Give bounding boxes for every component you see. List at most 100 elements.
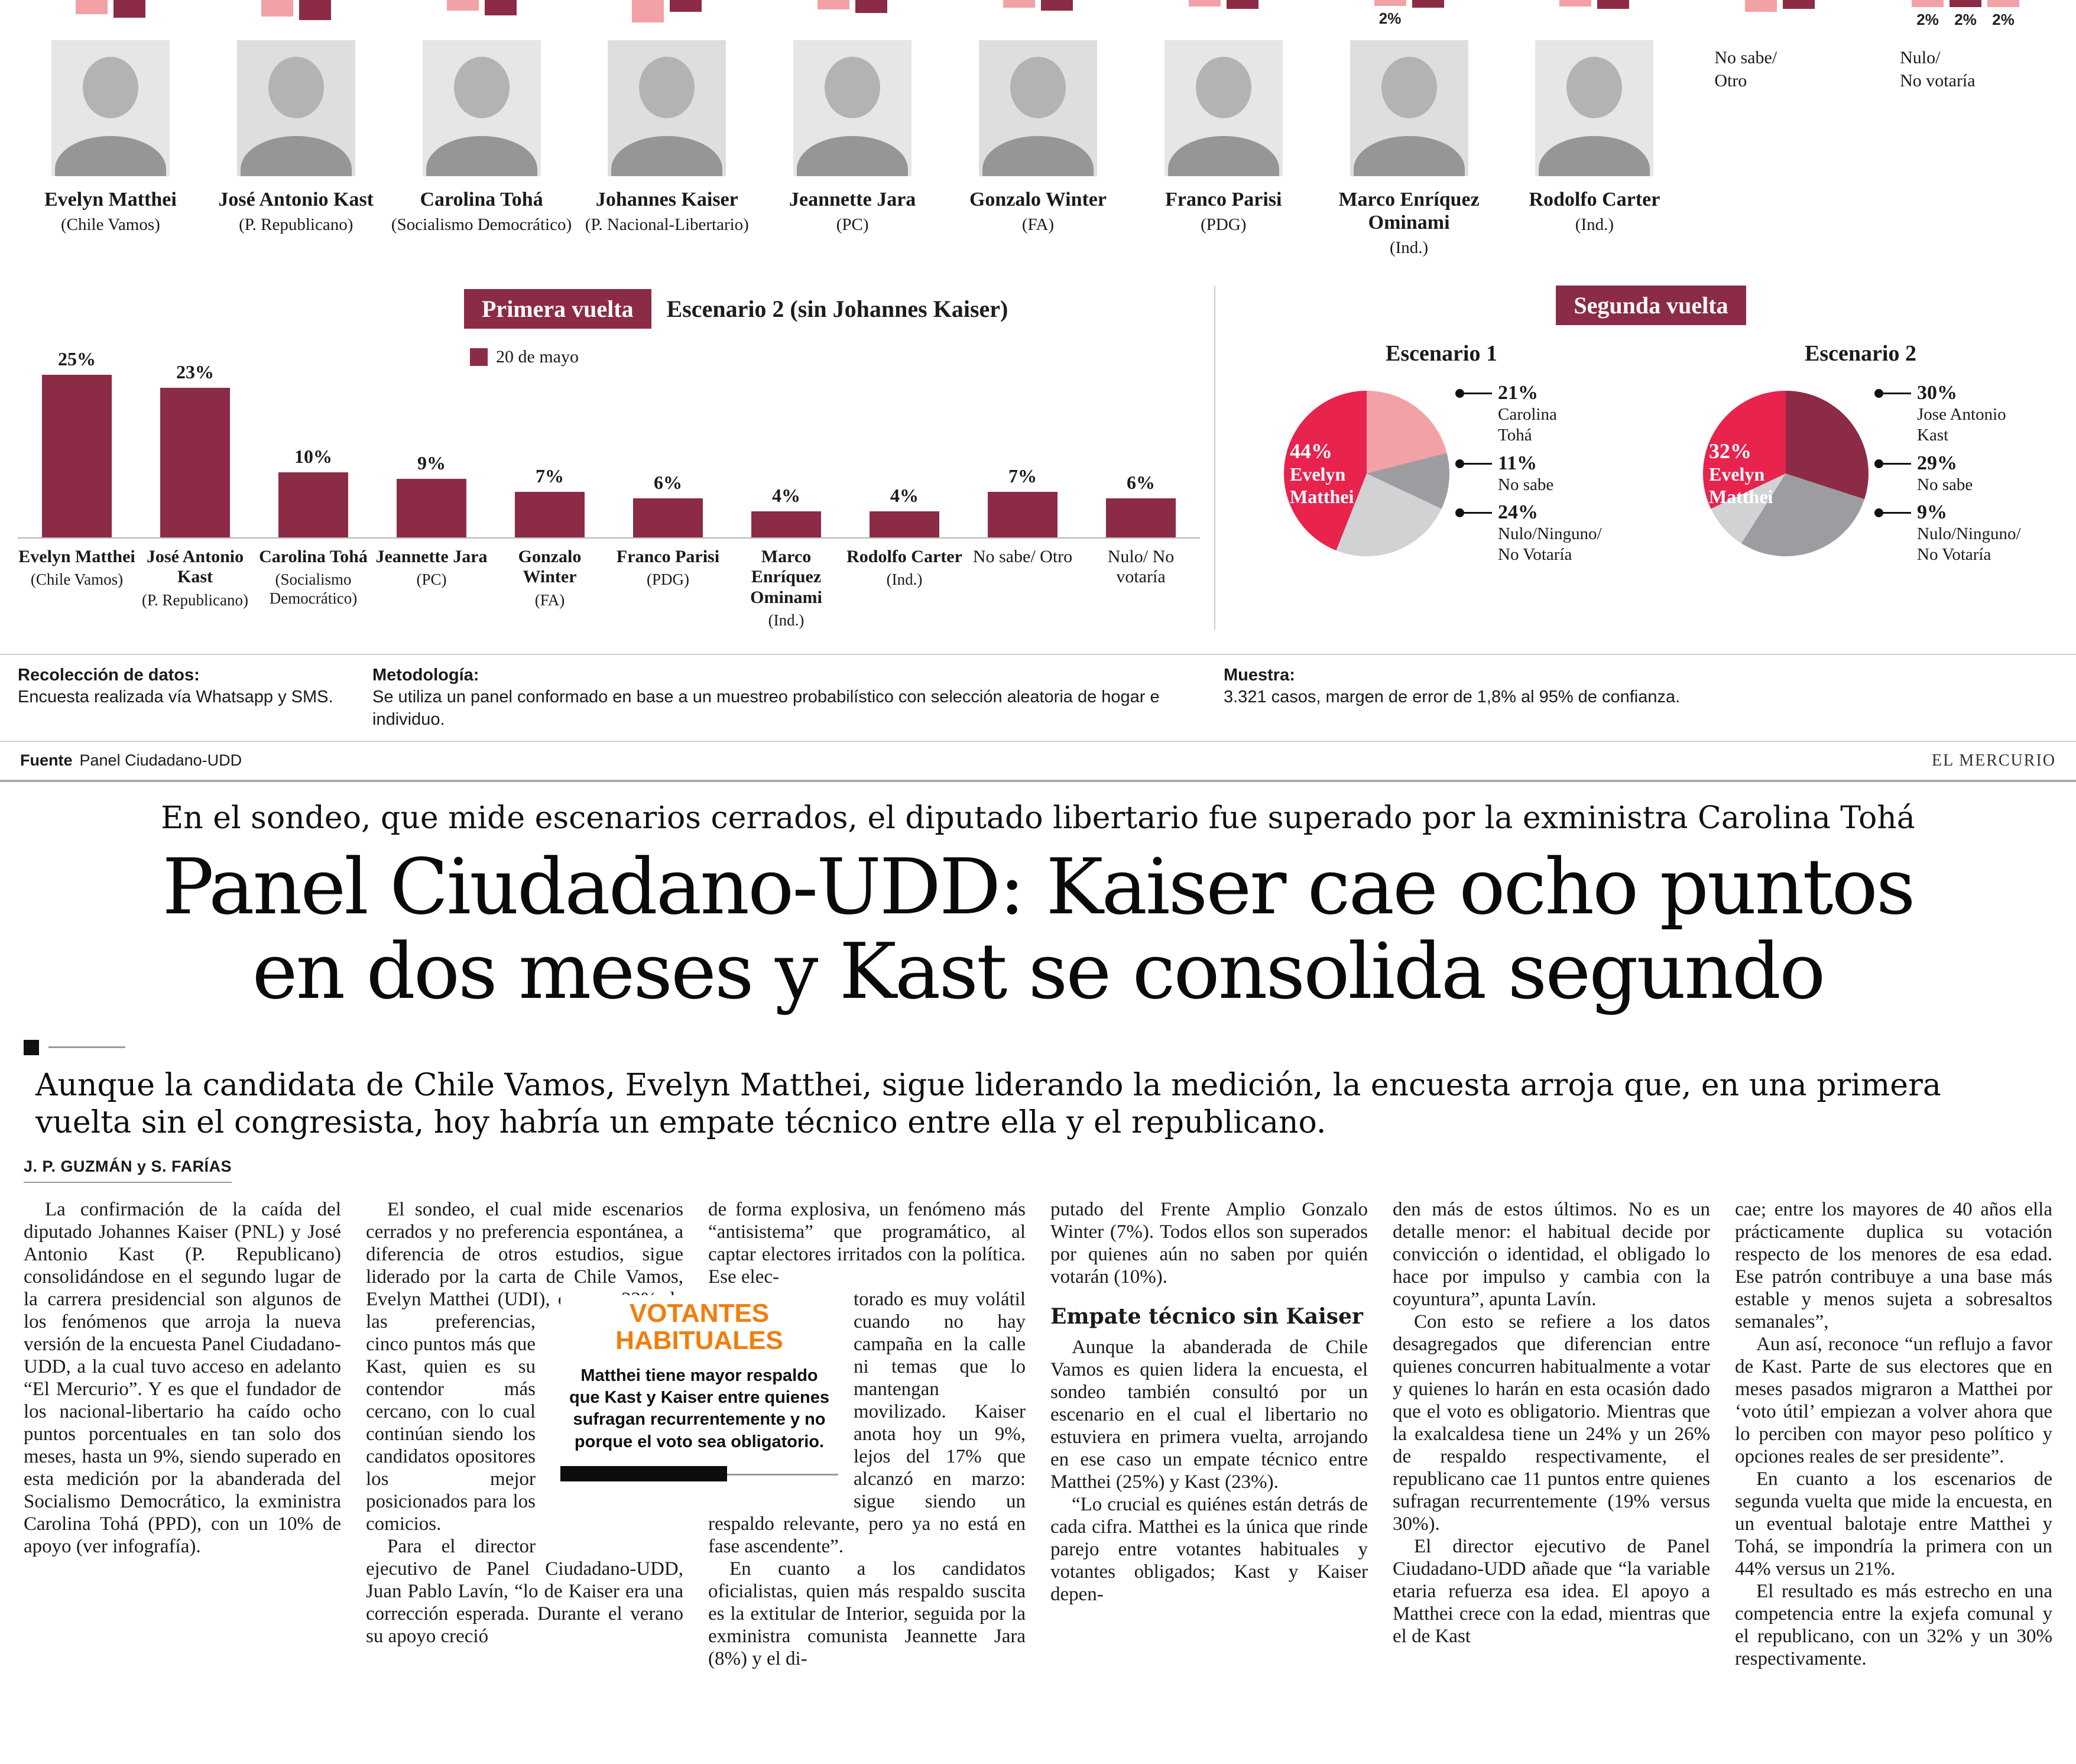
source-row: Fuente Panel Ciudadano-UDD EL MERCURIO <box>0 742 2076 780</box>
cutoff-bar-group <box>945 0 1131 38</box>
callout-dot <box>1874 459 1883 468</box>
cutoff-bar-wrap <box>818 0 850 9</box>
bar-column: 4% <box>845 485 964 537</box>
candidate-column: Franco Parisi (PDG) <box>1131 40 1316 258</box>
square-bullet-icon <box>24 1039 39 1055</box>
callout-dot <box>1455 508 1464 518</box>
bar-category-label: Carolina Tohá (Socialismo Democrático) <box>254 539 372 630</box>
cutoff-bar-value: 2% <box>1916 11 1939 28</box>
cutoff-bar <box>1188 0 1221 7</box>
bar-chart-bars: 25% 23% 10% 9% 7% 6% 4% 4% 7% 6% <box>18 336 1200 539</box>
methodology-text: Se utiliza un panel conformado en base a… <box>372 688 1160 729</box>
photo-head-shape <box>1381 57 1437 118</box>
callout-label: No Votaría <box>1498 545 1572 565</box>
cutoff-bar <box>446 0 479 11</box>
bar-category-label: Rodolfo Carter (Ind.) <box>845 539 964 630</box>
callout-leader-line <box>1455 508 1492 565</box>
column-label: No sabe/Otro <box>1714 48 1777 90</box>
bar-column: 4% <box>727 485 845 537</box>
cutoff-bar-wrap: 2% <box>1950 0 1982 29</box>
callout-dot <box>1874 508 1883 518</box>
article-columns: La confirmación de la caída del diputado… <box>24 1198 2052 1670</box>
callout-leader-line <box>1874 388 1911 446</box>
bar-chart-header: Primera vuelta Escenario 2 (sin Johannes… <box>464 288 1008 329</box>
bar-value-label: 4% <box>890 484 919 506</box>
bar-category-party: (Ind.) <box>886 570 923 589</box>
bar-category-name: Evelyn Matthei <box>18 546 135 566</box>
bar-value-label: 6% <box>654 471 682 493</box>
bar-category-label: Jeannette Jara (PC) <box>372 539 491 630</box>
photo-shoulders-shape <box>240 136 352 176</box>
sample-block: Muestra: 3.321 casos, margen de error de… <box>1224 664 2058 731</box>
bar-value-label: 7% <box>536 465 564 487</box>
paragraph: Aunque la abanderada de Chile Vamos es q… <box>1050 1337 1368 1493</box>
bar-category-party: (FA) <box>534 591 565 609</box>
bar-value-label: 6% <box>1127 471 1155 493</box>
candidate-party: (Chile Vamos) <box>61 215 160 235</box>
cutoff-bar <box>1559 0 1592 7</box>
cutoff-bar-wrap <box>1226 0 1258 9</box>
cutoff-bar <box>484 0 517 15</box>
cutoff-bar-wrap <box>632 0 664 22</box>
bar-category-label: Nulo/ No votaría <box>1082 539 1200 630</box>
pie-charts: Escenario 1 44% Evelyn Matthei 21% Carolina To… <box>1232 341 2070 568</box>
cutoff-bar-group <box>389 0 575 38</box>
bar-column: 6% <box>1082 472 1200 537</box>
candidate-photo <box>422 40 541 176</box>
callout-percentage: 9% <box>1917 501 1947 524</box>
bar-chart-category-labels: Evelyn Matthei (Chile Vamos) José Antonio … <box>18 539 1200 630</box>
bar <box>988 491 1058 537</box>
cutoff-bar-wrap <box>113 0 145 18</box>
callout-text: 21% Carolina Tohá <box>1498 382 1557 446</box>
scenario-title: Escenario 2 <box>1805 341 1916 366</box>
candidate-party: (PDG) <box>1201 215 1247 235</box>
callout-text: 24% Nulo/Ninguno/No Votaría <box>1498 501 1602 565</box>
photo-shoulders-shape <box>426 136 537 176</box>
photo-shoulders-shape <box>1353 136 1465 176</box>
callout-label: No Votaría <box>1917 545 1991 565</box>
pie-row: 32% Evelyn Matthei 30% Jose Antonio Kast 29% No… <box>1651 380 2070 568</box>
candidate-photo <box>793 40 912 176</box>
cutoff-bar <box>1912 0 1944 7</box>
callout-percentage: 21% <box>1498 381 1538 404</box>
bar-category-name: Marco Enríquez Ominami <box>750 546 822 607</box>
deck: Aunque la candidata de Chile Vamos, Evel… <box>35 1067 1941 1141</box>
primera-vuelta-chart: Primera vuelta Escenario 2 (sin Johannes… <box>18 286 1200 630</box>
segunda-vuelta-section: Segunda vuelta Escenario 1 44% Evelyn Matth… <box>1214 285 2070 630</box>
candidate-name: Gonzalo Winter <box>969 189 1107 210</box>
paragraph: Con esto se refiere a los datos desagreg… <box>1393 1311 1710 1535</box>
paragraph: “Lo crucial es quiénes están detrás de c… <box>1050 1494 1368 1606</box>
bar-column: 7% <box>491 465 609 537</box>
deck-marker <box>24 1039 2052 1055</box>
bar-category-label: Gonzalo Winter (FA) <box>491 539 609 630</box>
cutoff-bar <box>299 0 331 20</box>
pie-callout: 24% Nulo/Ninguno/No Votaría <box>1455 501 1602 565</box>
paragraph: torado es muy volátil cuando no hay camp… <box>708 1288 1026 1557</box>
candidate-column: Jeannette Jara (PC) <box>760 40 945 258</box>
photo-head-shape <box>825 57 881 118</box>
bar-category-party: (PDG) <box>647 570 689 589</box>
paragraph: La confirmación de la caída del diputado… <box>24 1198 341 1557</box>
cutoff-bar-group <box>574 0 760 38</box>
headline-line-1: Panel Ciudadano-UDD: Kaiser cae ocho pun… <box>162 841 1915 932</box>
photo-shoulders-shape <box>1539 136 1650 176</box>
candidate-party: (Socialismo Democrático) <box>391 215 572 235</box>
kicker: En el sondeo, que mide escenarios cerrad… <box>161 800 1915 836</box>
callout-label: No sabe <box>1917 475 1973 494</box>
photo-shoulders-shape <box>1167 136 1279 176</box>
pie-inner-label: 44% Evelyn Matthei <box>1290 439 1354 508</box>
cutoff-bar-wrap: 2% <box>1987 0 2020 29</box>
callout-percentage: 29% <box>1917 452 1957 474</box>
bar <box>278 472 348 537</box>
candidate-name: Rodolfo Carter <box>1529 189 1660 210</box>
bar <box>751 511 821 537</box>
cutoff-bar <box>818 0 850 9</box>
photo-head-shape <box>82 57 138 118</box>
photo-head-shape <box>639 57 695 118</box>
paragraph: putado del Frente Amplio Gonzalo Winter … <box>1050 1198 1368 1288</box>
callout-text: 29% No sabe <box>1917 452 1973 495</box>
cutoff-bar <box>632 0 664 22</box>
candidate-name: Franco Parisi <box>1165 189 1282 210</box>
bar-category-label: Marco Enríquez Ominami (Ind.) <box>727 539 845 630</box>
